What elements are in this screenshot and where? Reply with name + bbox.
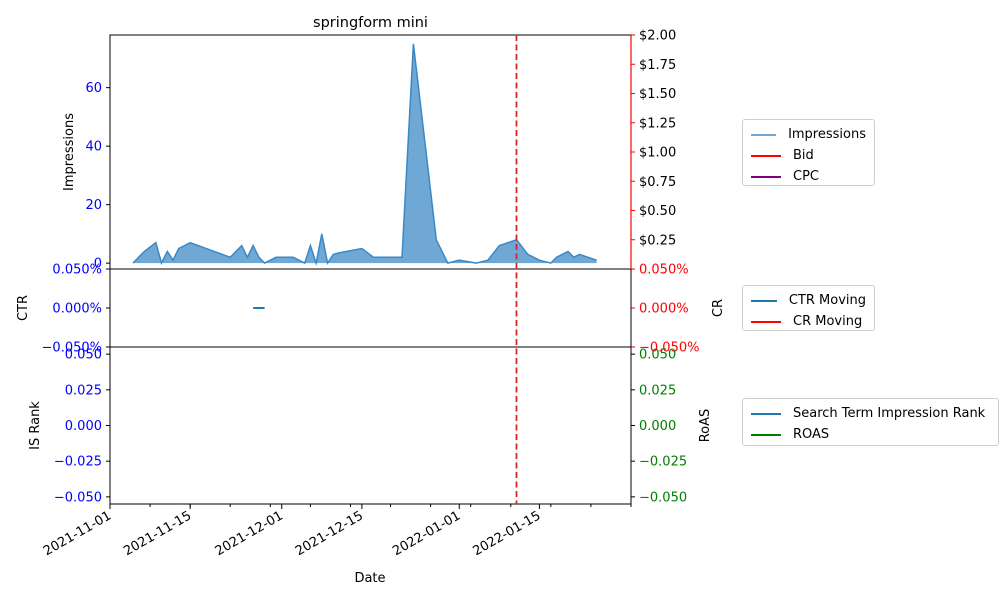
legend-entry-impressions: Impressions	[751, 124, 866, 145]
legend-label: CR Moving	[793, 314, 863, 329]
legend-swatch	[751, 133, 777, 136]
y2-tick-label: $0.25	[639, 233, 676, 248]
y2-axis-label: CR	[711, 299, 726, 317]
ctr-panel: −0.050% −0.050% 0.000% 0.000% 0.050% 0.050% CT…	[16, 263, 726, 356]
y2-axis-label: RoAS	[698, 409, 713, 443]
legend-swatch	[751, 299, 777, 302]
y-tick-label: −0.050	[54, 490, 102, 505]
y2-tick-label: 0.050	[639, 348, 676, 363]
legend-entry-bid: Bid	[751, 145, 866, 166]
legend-swatch	[751, 175, 781, 178]
chart-title: springform mini	[313, 15, 428, 31]
legend-label: CPC	[793, 169, 819, 184]
x-tick-label: 2021-11-01	[41, 508, 114, 559]
y-tick-label: 0.025	[65, 383, 102, 398]
date-axis: 2021-11-01 2021-11-15 2021-12-01 2021-12-15…	[41, 504, 632, 586]
y2-tick-label: 0.000	[639, 419, 676, 434]
legend-impressions: Impressions Bid CPC	[742, 119, 875, 186]
legend-entry-cr-moving: CR Moving	[751, 311, 866, 332]
y-axis-label: IS Rank	[28, 401, 43, 450]
legend-label: Search Term Impression Rank	[793, 406, 986, 421]
chart-overlay	[109, 34, 632, 505]
panel-frame	[109, 268, 632, 348]
y-tick-label: 40	[85, 140, 102, 155]
impressions-line	[132, 43, 597, 267]
x-tick-label: 2022-01-01	[390, 508, 463, 559]
y2-tick-label: $0.75	[639, 175, 676, 190]
legend-entry-cpc: CPC	[751, 166, 866, 187]
y-tick-label: 60	[85, 81, 102, 96]
y-tick-label: −0.025	[54, 455, 102, 470]
y2-tick-label: $0.50	[639, 204, 676, 219]
impressions-area	[132, 43, 597, 264]
y2-tick-label: $1.50	[639, 87, 676, 102]
y2-tick-label: 0.000%	[639, 302, 689, 317]
legend-entry-ctr-moving: CTR Moving	[751, 290, 866, 311]
legend-label: ROAS	[793, 427, 830, 442]
y2-tick-label: −0.050%	[639, 341, 699, 356]
y-tick-label: 20	[85, 198, 102, 213]
panel-frame	[109, 346, 632, 505]
impressions-panel: 0 20 40 60 $0.25 $0.50 $0.75 $1.00 $1.25 $1.50 $1.…	[62, 15, 676, 272]
panel-frame	[109, 34, 632, 270]
y2-tick-label: 0.025	[639, 383, 676, 398]
x-tick-label: 2021-12-15	[293, 508, 366, 559]
y2-tick-label: $2.00	[639, 29, 676, 44]
y-tick-label: 0.000	[65, 419, 102, 434]
legend-swatch	[751, 154, 781, 157]
y2-tick-label: −0.025	[639, 455, 687, 470]
legend-label: Impressions	[788, 127, 866, 142]
y-axis-label: Impressions	[62, 113, 77, 191]
legend-entry-search-term-impression-rank: Search Term Impression Rank	[751, 403, 990, 424]
is-rank-panel: −0.050 −0.050 −0.025 −0.025 0.000 0.000 0.025 0…	[28, 348, 713, 506]
y2-tick-label: 0.050%	[639, 263, 689, 278]
x-tick-label: 2021-11-15	[121, 508, 194, 559]
legend-entry-roas: ROAS	[751, 424, 990, 445]
legend-swatch	[751, 433, 781, 436]
x-tick-label: 2021-12-01	[213, 508, 286, 559]
y-tick-label: −0.050%	[42, 341, 102, 356]
y2-tick-label: $1.75	[639, 58, 676, 73]
legend-isrank-roas: Search Term Impression Rank ROAS	[742, 398, 999, 446]
x-axis-label: Date	[354, 571, 385, 586]
legend-swatch	[751, 412, 781, 415]
y2-tick-label: $1.25	[639, 116, 676, 131]
y-tick-label: 0.050%	[52, 263, 102, 278]
y2-tick-label: −0.050	[639, 490, 687, 505]
legend-label: CTR Moving	[788, 293, 866, 308]
y2-tick-label: $1.00	[639, 146, 676, 161]
y-tick-label: 0	[94, 257, 102, 272]
y-axis-label: CTR	[16, 295, 31, 321]
y-tick-label: 0.050	[65, 348, 102, 363]
y-tick-label: 0.000%	[52, 302, 102, 317]
legend-label: Bid	[793, 148, 814, 163]
legend-swatch	[751, 320, 781, 323]
x-tick-label: 2022-01-15	[470, 508, 543, 559]
legend-ctr-cr: CTR Moving CR Moving	[742, 285, 875, 331]
